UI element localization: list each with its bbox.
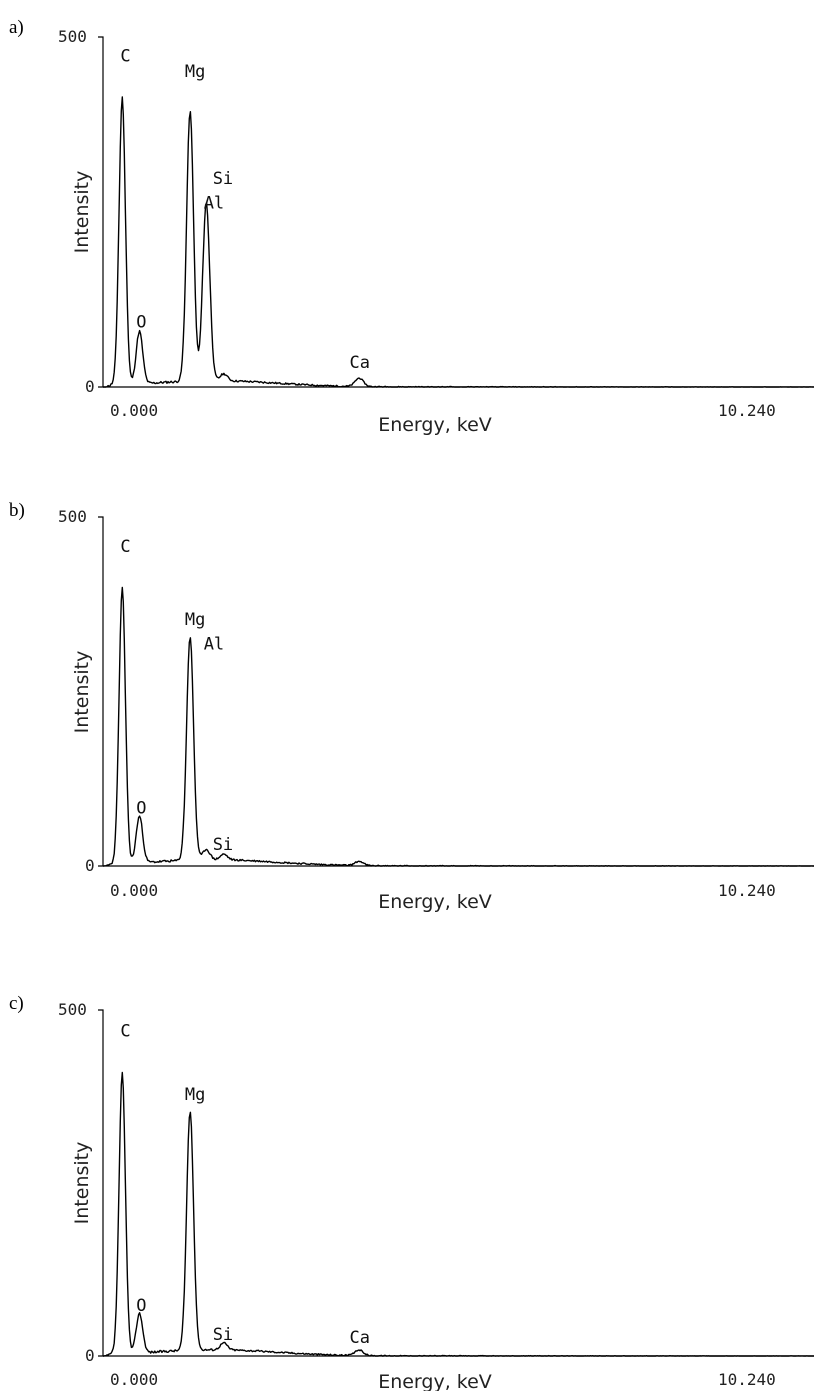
panel-b: b) 500 0 0.000 10.240 Energy, keV Intens…	[9, 500, 814, 913]
y-tick-max-c: 500	[58, 1000, 87, 1019]
peak-label-o-a: O	[136, 313, 146, 333]
x-tick-min-a: 0.000	[110, 401, 158, 420]
x-tick-max-c: 10.240	[718, 1370, 776, 1389]
peak-label-si-b: Si	[213, 835, 233, 855]
y-tick-min-c: 0	[85, 1346, 95, 1365]
peak-label-si-a: Si	[213, 169, 233, 189]
y-axis-label-b: Intensity	[71, 651, 93, 734]
panel-label-b: b)	[9, 500, 25, 521]
peak-label-mg-a: Mg	[185, 62, 205, 82]
panel-c: c) 500 0 0.000 10.240 Energy, keV Intens…	[9, 993, 814, 1391]
y-axis-line-b	[98, 516, 104, 867]
y-axis-line-c	[98, 1009, 104, 1357]
peak-label-al-a: Al	[204, 194, 224, 214]
x-axis-label-c: Energy, keV	[378, 1371, 492, 1391]
y-tick-max-a: 500	[58, 27, 87, 46]
peak-label-ca-a: Ca	[350, 353, 370, 373]
peak-label-mg-c: Mg	[185, 1085, 205, 1105]
panel-a: a) 500 0 0.000 10.240 Energy, keV Intens…	[9, 17, 815, 436]
x-tick-min-b: 0.000	[110, 881, 158, 900]
y-axis-line-a	[98, 36, 104, 388]
x-axis-label-a: Energy, keV	[378, 414, 492, 436]
spectrum-trace-c	[103, 1071, 814, 1357]
x-tick-max-a: 10.240	[718, 401, 776, 420]
peak-label-o-b: O	[136, 799, 146, 819]
peak-label-si-c: Si	[213, 1325, 233, 1345]
peak-label-c-c: C	[120, 1021, 130, 1041]
y-tick-min-a: 0	[85, 377, 95, 396]
peak-labels-c: C Mg O Si Ca	[120, 1021, 370, 1348]
y-tick-min-b: 0	[85, 856, 95, 875]
y-axis-label-c: Intensity	[71, 1142, 93, 1225]
peak-label-al-b: Al	[204, 635, 224, 655]
peak-label-c-b: C	[120, 537, 130, 557]
peak-labels-b: C Mg Al O Si	[120, 537, 233, 855]
x-tick-max-b: 10.240	[718, 881, 776, 900]
panel-label-c: c)	[9, 993, 24, 1014]
peak-label-o-c: O	[136, 1296, 146, 1316]
peak-label-c-a: C	[120, 47, 130, 67]
peak-label-mg-b: Mg	[185, 610, 205, 630]
panel-label-a: a)	[9, 17, 24, 38]
spectrum-trace-a	[102, 96, 815, 388]
peak-label-ca-c: Ca	[350, 1328, 370, 1348]
peak-labels-a: C Mg Si Al O Ca	[120, 47, 370, 374]
y-axis-label-a: Intensity	[71, 171, 93, 254]
x-tick-min-c: 0.000	[110, 1370, 158, 1389]
x-axis-label-b: Energy, keV	[378, 891, 492, 913]
y-tick-max-b: 500	[58, 507, 87, 526]
spectrum-trace-b	[102, 586, 814, 867]
